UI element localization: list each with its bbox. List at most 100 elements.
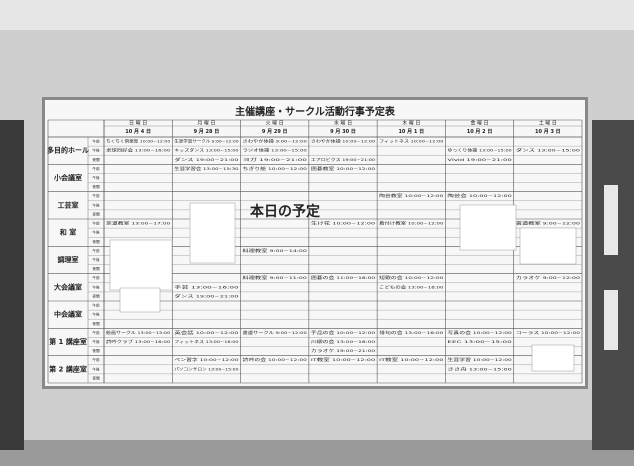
schedule-entry: EEC 13:00~15:00 [447, 339, 512, 344]
floor [0, 440, 634, 466]
schedule-entry: 英会話 10:00~12:00 [174, 330, 239, 335]
schedule-entry: IT教室 10:00~12:00 [311, 357, 376, 362]
slot-label: 夜間 [92, 266, 100, 271]
room-name: 小会議室 [53, 173, 82, 182]
schedule-entry: パソコンサロン 13:00~15:00 [174, 366, 239, 371]
schedule-entry: 川柳の会 13:00~16:00 [311, 339, 376, 344]
notice-paper [189, 202, 236, 264]
slot-label: 午後 [92, 339, 100, 344]
schedule-entry: 俳句の会 13:00~16:00 [379, 330, 444, 335]
schedule-entry: 絵画サークル 13:00~15:00 [106, 330, 171, 335]
schedule-entry: 書道サークル 9:00~12:00 [243, 330, 308, 335]
slot-label: 夜間 [92, 375, 100, 380]
slot-label: 夜間 [92, 348, 100, 353]
schedule-entry: ダンス 19:00~21:00 [174, 293, 239, 298]
door-window [604, 290, 618, 350]
slot-label: 午後 [92, 312, 100, 317]
slot-label: 午後 [92, 284, 100, 289]
slot-label: 夜間 [92, 293, 100, 298]
schedule-entry: 囲碁教室 10:00~12:00 [311, 166, 376, 171]
slot-label: 午後 [92, 202, 100, 207]
schedule-entry: カラオケ 19:00~21:00 [311, 348, 376, 353]
room-name: 大会議室 [54, 282, 82, 291]
slot-label: 午前 [92, 275, 100, 280]
schedule-entry: さわやか体操 10:00~12:00 [311, 139, 376, 144]
schedule-entry: ダンス 19:00~21:00 [174, 157, 239, 162]
slot-label: 午後 [92, 230, 100, 235]
room-name: 和 室 [59, 228, 76, 237]
date-label: 9 月 28 日 [194, 128, 220, 135]
weekday-label: 月 曜 日 [197, 121, 215, 127]
notice-paper [109, 239, 173, 291]
left-door [0, 120, 24, 450]
schedule-entry: 短歌の会 10:00~12:00 [379, 275, 444, 280]
schedule-entry: ちくちく倶楽部 10:00~12:00 [106, 139, 171, 144]
room-name: 工芸室 [58, 200, 79, 209]
date-label: 9 月 29 日 [262, 128, 288, 135]
ceiling [0, 0, 634, 30]
slot-label: 夜間 [92, 321, 100, 326]
slot-label: 午前 [92, 248, 100, 253]
schedule-entry: ダンス 13:00~15:00 [516, 148, 581, 153]
schedule-entry: 生涯学習サークル 9:00~12:00 [174, 139, 239, 144]
slot-label: 午前 [92, 193, 100, 198]
schedule-grid: 日 曜 日10 月 4 日 月 曜 日9 月 28 日 火 曜 日9 月 29 日 水… [47, 120, 583, 384]
schedule-entry: ささ舟 13:00~15:00 [447, 366, 512, 371]
schedule-entry: キッズダンス 13:00~15:00 [174, 148, 239, 153]
schedule-entry: こどもの会 13:00~16:00 [379, 284, 444, 289]
weekday-label: 木 曜 日 [402, 120, 420, 127]
slot-label: 午後 [92, 175, 100, 180]
schedule-entry: 囲碁の会 11:00~16:00 [311, 275, 376, 280]
door-window [604, 185, 618, 255]
notice-paper [119, 287, 161, 313]
slot-label: 午前 [92, 303, 100, 308]
schedule-entry: ちぎり絵 10:00~12:00 [243, 166, 308, 171]
weekday-label: 土 曜 日 [539, 120, 557, 127]
schedule-entry: ヨガ 19:00~21:00 [243, 157, 308, 162]
schedule-entry: 詩吟の会 10:00~12:00 [243, 357, 308, 362]
schedule-entry: フィットネス 10:00~12:00 [379, 139, 444, 144]
slot-label: 夜間 [92, 211, 100, 216]
right-door [592, 120, 634, 450]
notice-paper [531, 344, 575, 372]
date-label: 9 月 30 日 [330, 128, 356, 135]
board-title: 主催講座・サークル活動行事予定表 [235, 105, 396, 118]
weekday-label: 金 曜 日 [470, 120, 488, 127]
schedule-entry: 生涯学習会 13:00~15:30 [174, 166, 239, 171]
schedule-entry: ゆっくり体操 13:00~15:00 [447, 148, 512, 153]
slot-label: 午前 [92, 139, 100, 144]
schedule-entry: Vivid 19:00~21:00 [447, 157, 512, 162]
room-name: 中会議室 [54, 310, 82, 319]
room-name: 第 1 講座室 [49, 337, 87, 346]
weekday-label: 水 曜 日 [334, 120, 352, 127]
slot-label: 夜間 [92, 239, 100, 244]
schedule-entry: さわやか体操 9:00~12:00 [243, 139, 308, 144]
today-label: 本日の予定 [250, 203, 320, 220]
slot-label: 午後 [92, 257, 100, 262]
schedule-entry: 写真の会 10:00~12:00 [447, 330, 512, 335]
room-name: 第 2 講座室 [49, 364, 87, 373]
schedule-entry: 生け花 10:00~12:00 [311, 221, 376, 226]
schedule-entry: 手芸 13:00~16:00 [174, 284, 239, 289]
weekday-label: 日 曜 日 [129, 121, 147, 127]
schedule-entry: ラジオ体操 13:00~15:00 [243, 148, 308, 153]
slot-label: 夜間 [92, 184, 100, 189]
slot-label: 午前 [92, 166, 100, 171]
schedule-entry: コーラス 10:00~12:00 [516, 330, 581, 335]
schedule-entry: 詩吟クラブ 13:00~16:00 [106, 339, 171, 344]
schedule-entry: 書道教室 9:00~12:00 [516, 221, 581, 226]
date-label: 10 月 2 日 [467, 128, 493, 135]
notice-paper [519, 227, 577, 265]
schedule-entry: 着付け教室 10:00~12:00 [379, 221, 444, 226]
schedule-entry: 陶芸会 10:00~12:00 [447, 193, 512, 198]
weekday-label: 火 曜 日 [266, 121, 284, 127]
schedule-entry: フィットネス 13:00~16:00 [174, 339, 239, 344]
date-label: 10 月 3 日 [535, 128, 561, 135]
schedule-entry: 料理教室 9:00~14:00 [243, 248, 308, 253]
schedule-entry: カラオケ 9:00~12:00 [516, 275, 581, 280]
schedule-entry: 陶芸教室 10:00~12:00 [379, 193, 444, 198]
schedule-entry: 料理教室 9:00~11:00 [243, 275, 308, 280]
slot-label: 午前 [92, 221, 100, 226]
schedule-entry: 卓球同好会 13:00~16:00 [106, 148, 171, 153]
